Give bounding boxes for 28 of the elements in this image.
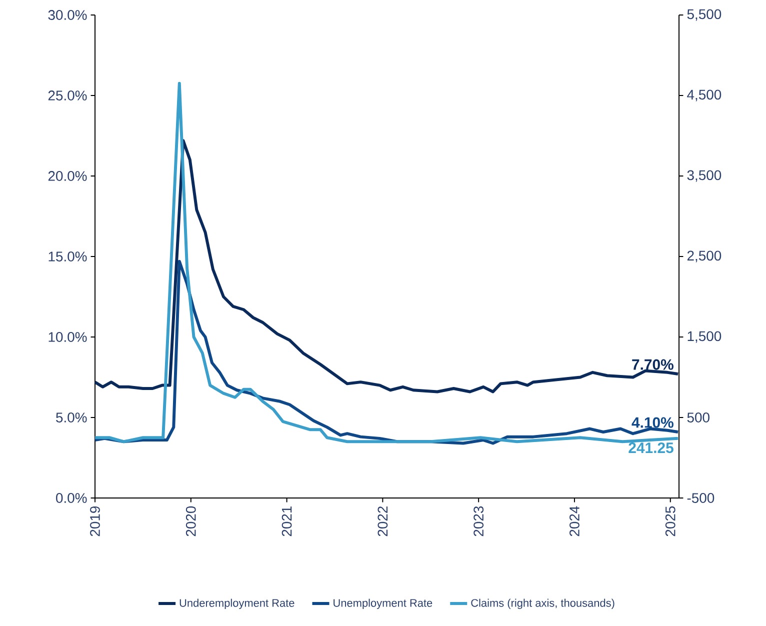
x-tick-label: 2022 <box>378 506 388 536</box>
y2-tick-label: -500 <box>687 493 714 503</box>
y-tick-label: 5.0% <box>56 412 87 422</box>
y2-tick-label: 2,500 <box>687 250 722 262</box>
y-tick-label: 30.0% <box>48 10 87 20</box>
data-label: 7.70% <box>632 359 674 370</box>
x-tick-label: 2019 <box>90 506 100 536</box>
legend-label: Claims (right axis, thousands) <box>471 598 614 609</box>
x-tick-label: 2021 <box>282 506 292 536</box>
y2-tick-label: 3,500 <box>687 170 722 182</box>
line-series <box>94 139 680 394</box>
y-tick-label: 25.0% <box>48 90 87 100</box>
data-label: 4.10% <box>632 417 674 428</box>
x-tick-label: 2025 <box>665 506 676 536</box>
y-tick-label: 0.0% <box>56 493 87 503</box>
y2-tick-label: 4,500 <box>687 90 722 102</box>
data-label: 241.25 <box>628 442 674 454</box>
y-tick-label: 20.0% <box>48 171 87 181</box>
y2-tick-label: 5,500 <box>687 9 722 21</box>
x-tick-label: 2024 <box>570 506 580 536</box>
y2-tick-label: 1,500 <box>688 331 722 343</box>
legend-label: Underemployment Rate <box>180 598 294 609</box>
y-tick-label: 10.0% <box>48 332 87 342</box>
x-tick-label: 2023 <box>474 506 484 536</box>
y-tick-label: 15.0% <box>48 252 87 262</box>
legend-label: Unemployment Rate <box>334 598 432 609</box>
x-tick-label: 2020 <box>186 506 196 536</box>
y2-tick-label: 500 <box>687 412 710 422</box>
